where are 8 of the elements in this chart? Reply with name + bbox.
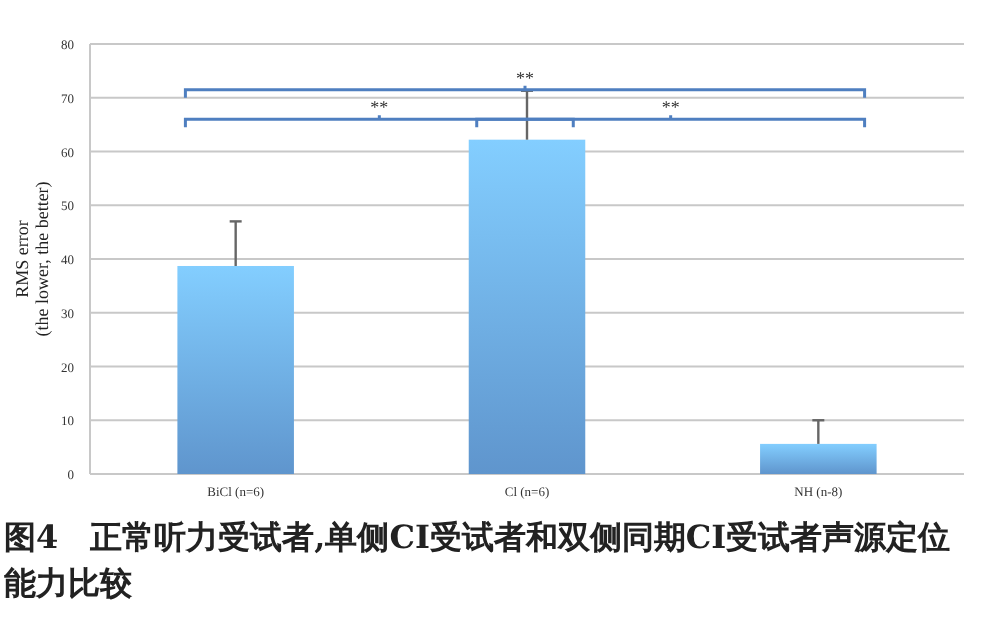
annotation: ** [661,97,681,118]
annotation: ** [516,67,535,88]
bar [468,139,586,474]
bar [760,443,877,474]
annotation: ** [370,97,390,118]
text: 图4 正常听力受试者,单侧CI受试者和双侧同期CI受试者声源定位能力比较 [4,516,953,606]
y-axis-title: RMS error (the lower, the better) [12,181,52,337]
bar [177,265,294,474]
